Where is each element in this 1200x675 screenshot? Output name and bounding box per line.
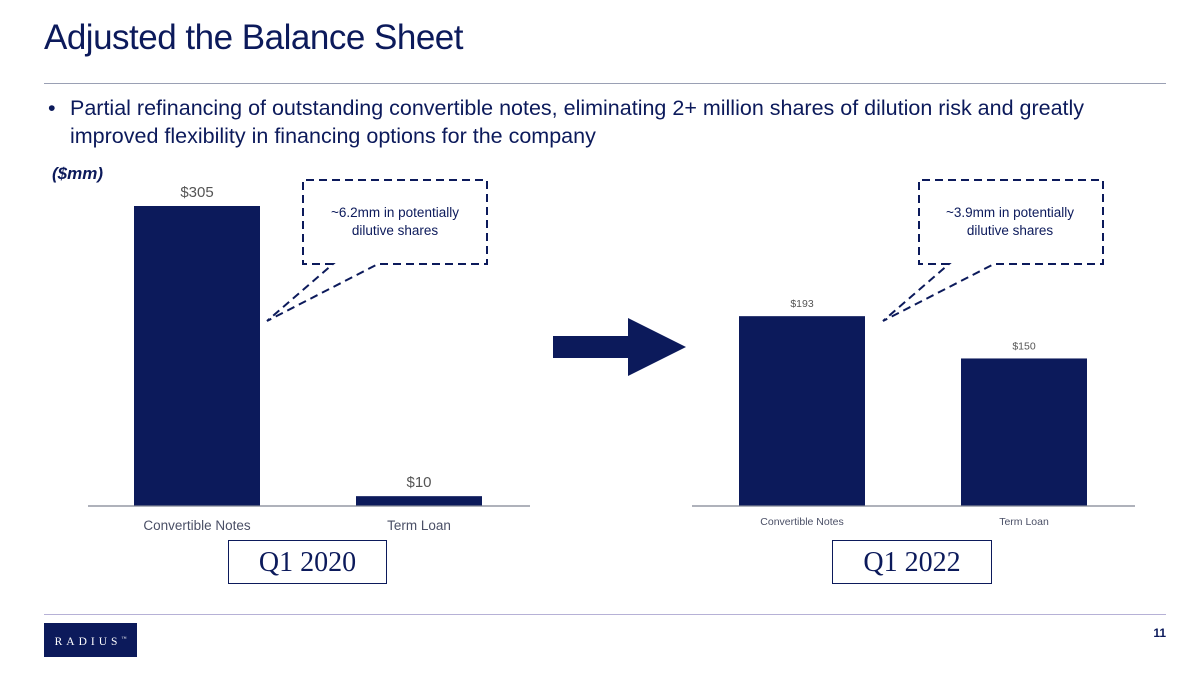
data-label-q1-2020-convertible-notes: $305	[180, 184, 213, 201]
transition-arrow-icon	[553, 318, 686, 376]
footer-divider	[44, 614, 1166, 615]
callout-text-q1-2020: ~6.2mm in potentially dilutive shares	[331, 205, 459, 238]
category-label-q1-2020-term-loan: Term Loan	[387, 518, 451, 533]
bar-q1-2022-convertible-notes	[739, 316, 865, 506]
period-label-q1-2022: Q1 2022	[832, 540, 992, 584]
slide-title: Adjusted the Balance Sheet	[44, 18, 463, 57]
data-label-q1-2020-term-loan: $10	[406, 474, 431, 491]
category-label-q1-2020-convertible-notes: Convertible Notes	[143, 518, 251, 533]
bar-q1-2020-term-loan	[356, 496, 482, 506]
page-number: 11	[1153, 626, 1166, 640]
unit-label: ($mm)	[52, 164, 104, 183]
bar-charts: $305 Convertible Notes $10 Term Loan $193 Con…	[88, 179, 1135, 533]
callout-box-q1-2022	[882, 179, 1104, 322]
bullet-dot: •	[48, 96, 56, 120]
bar-q1-2020-convertible-notes	[134, 206, 260, 506]
period-label-q1-2020: Q1 2020	[228, 540, 387, 584]
category-label-q1-2022-term-loan: Term Loan	[999, 516, 1049, 528]
callout-text-q1-2022: ~3.9mm in potentially dilutive shares	[946, 205, 1074, 238]
category-label-q1-2022-convertible-notes: Convertible Notes	[760, 516, 843, 528]
title-divider	[44, 83, 1166, 84]
callout-box-q1-2020	[266, 179, 488, 322]
bar-q1-2022-term-loan	[961, 358, 1087, 506]
radius-logo: RADIUS™	[44, 623, 137, 657]
data-label-q1-2022-convertible-notes: $193	[790, 298, 814, 310]
data-label-q1-2022-term-loan: $150	[1012, 340, 1036, 352]
bullet-text: Partial refinancing of outstanding conve…	[70, 96, 1085, 148]
